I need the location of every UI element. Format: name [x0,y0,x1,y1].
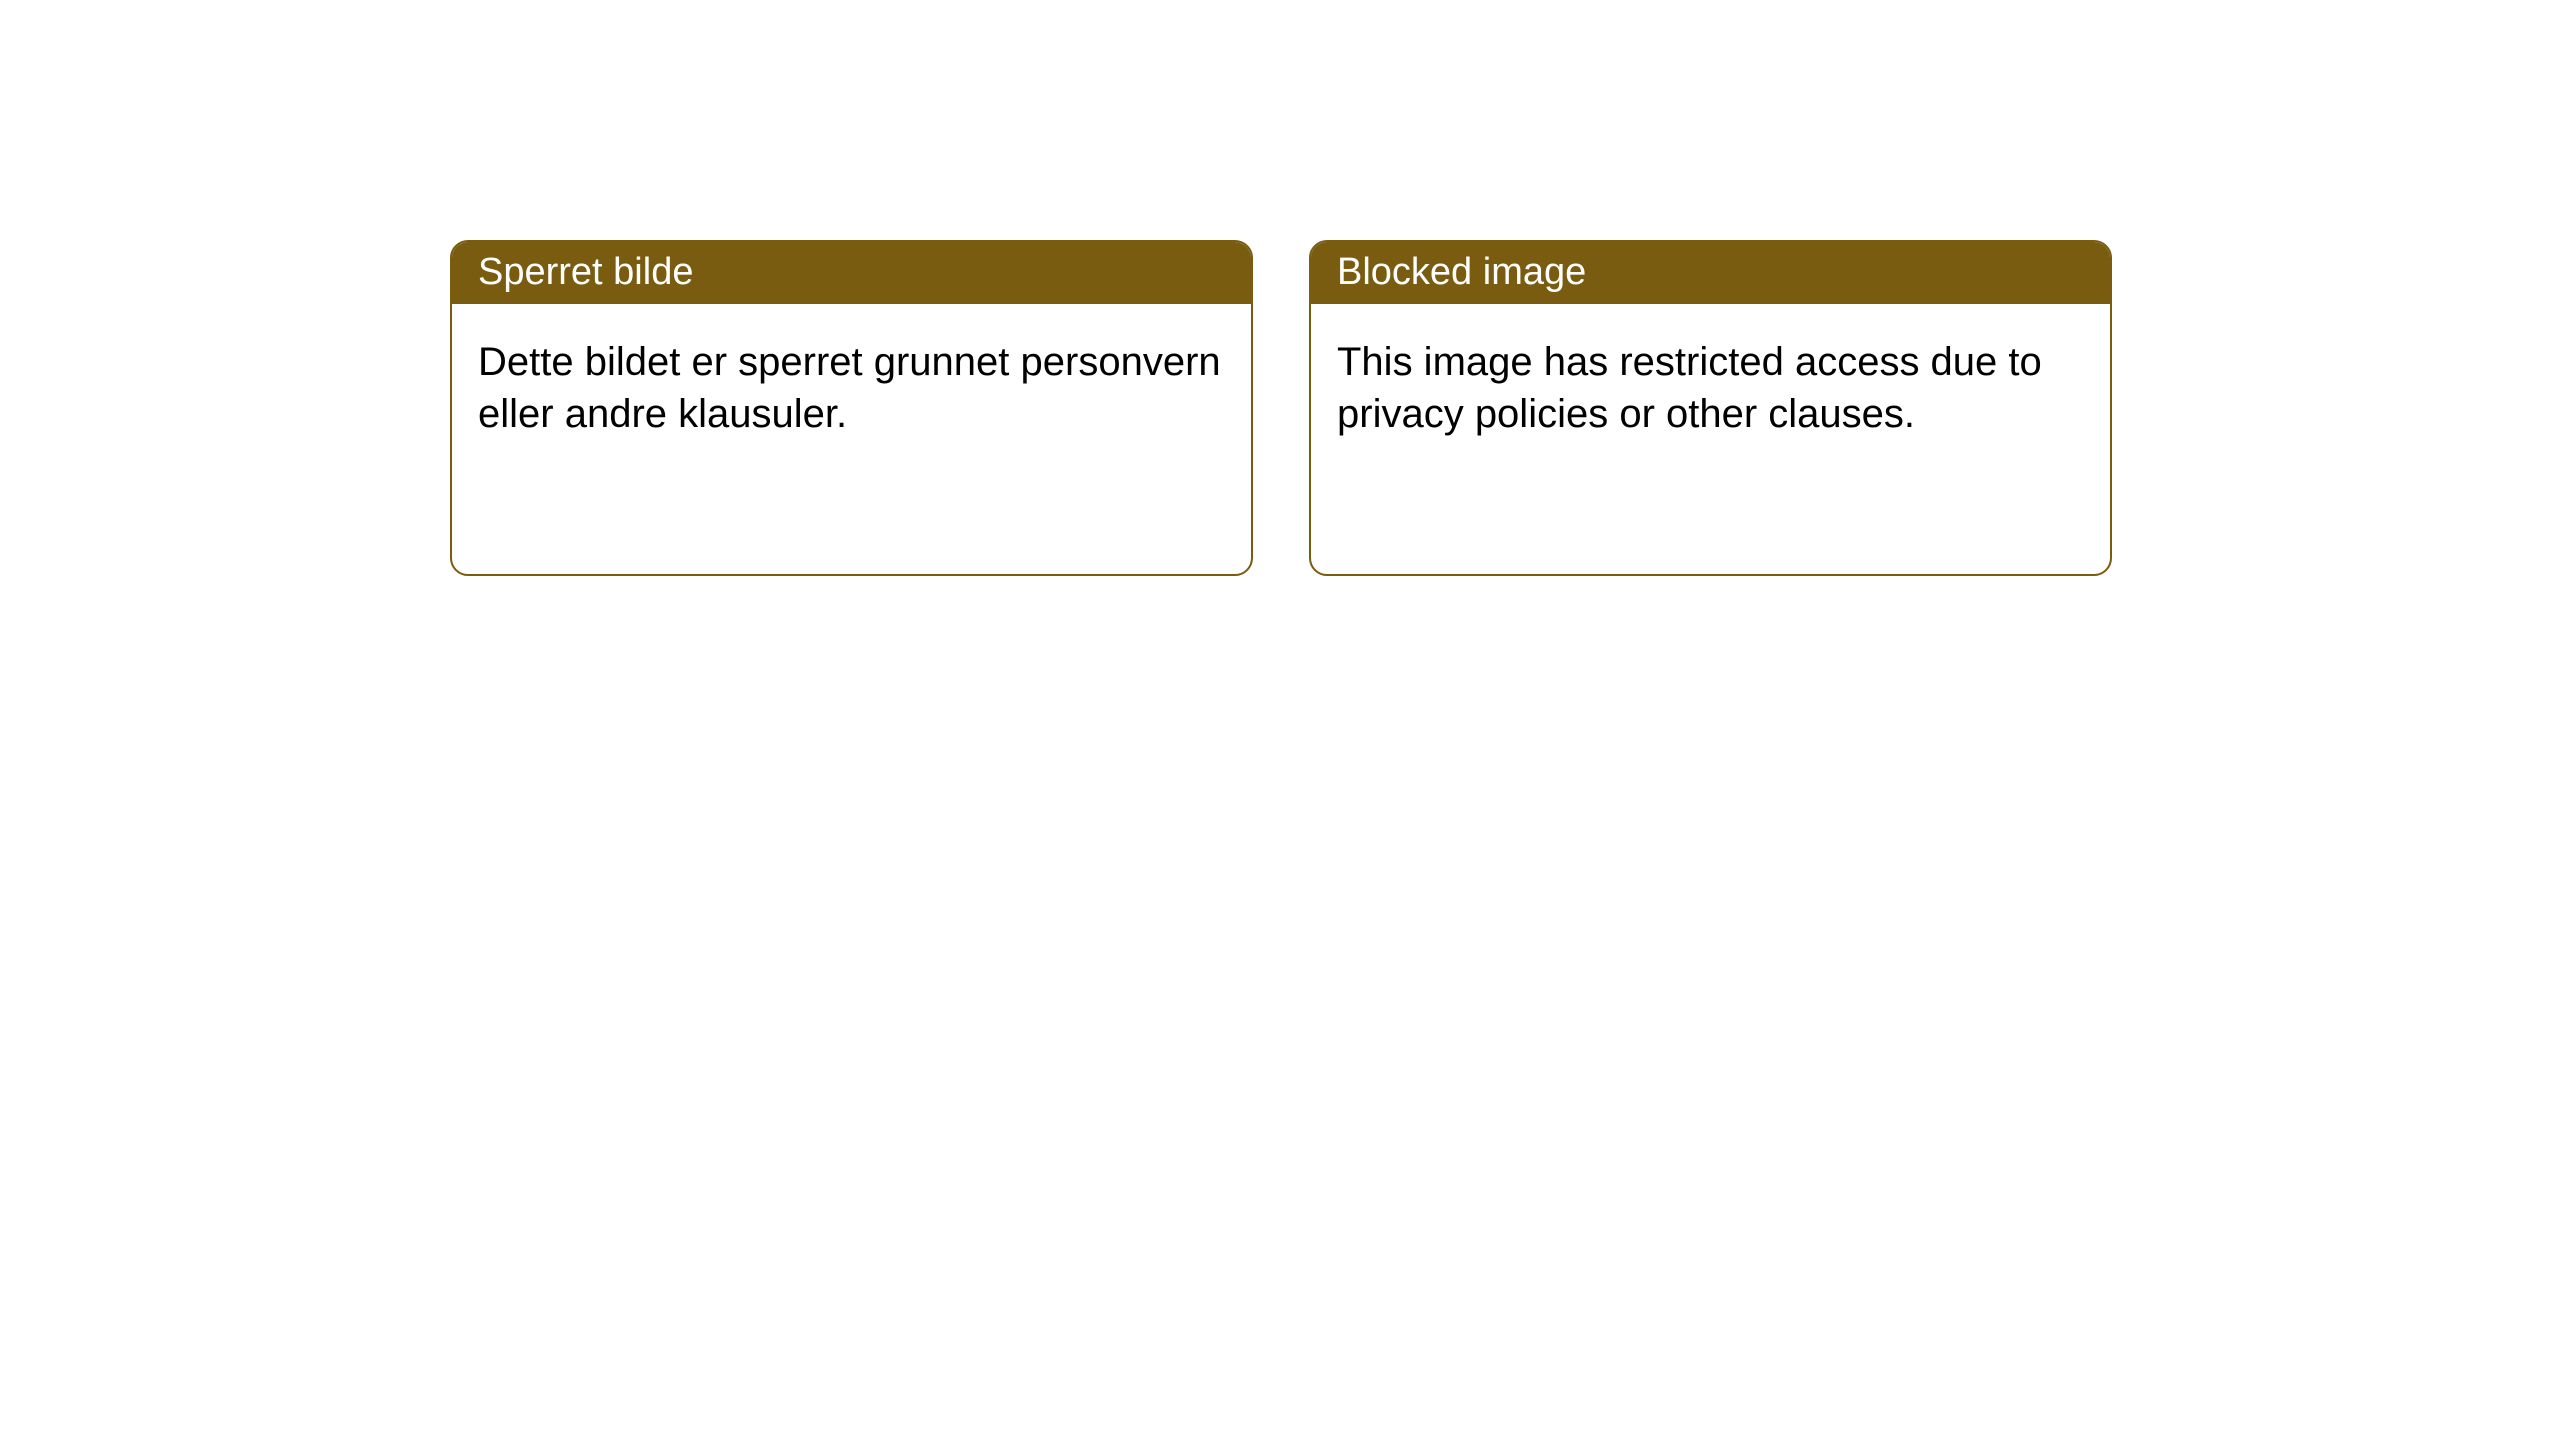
card-body-text: Dette bildet er sperret grunnet personve… [478,340,1221,436]
card-title: Sperret bilde [478,251,693,293]
card-body: This image has restricted access due to … [1311,304,2110,472]
card-title: Blocked image [1337,251,1586,293]
card-body: Dette bildet er sperret grunnet personve… [452,304,1251,472]
card-body-text: This image has restricted access due to … [1337,340,2042,436]
card-header: Blocked image [1311,242,2110,304]
notice-container: Sperret bilde Dette bildet er sperret gr… [0,0,2560,576]
blocked-image-card-en: Blocked image This image has restricted … [1309,240,2112,576]
card-header: Sperret bilde [452,242,1251,304]
blocked-image-card-no: Sperret bilde Dette bildet er sperret gr… [450,240,1253,576]
